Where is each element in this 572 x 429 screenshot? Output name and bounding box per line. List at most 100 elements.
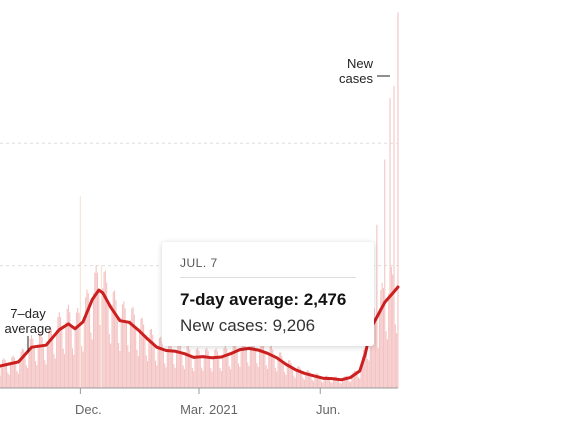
case-bar	[280, 352, 282, 388]
case-bar	[314, 375, 316, 388]
case-bar	[211, 371, 213, 388]
case-bar	[336, 377, 338, 388]
case-bar	[388, 293, 390, 388]
case-bar	[289, 360, 291, 388]
case-bar	[110, 343, 112, 388]
case-bar	[374, 319, 377, 388]
case-bar	[210, 368, 212, 388]
case-bar	[230, 369, 232, 388]
case-bar	[190, 356, 192, 388]
case-bar	[396, 333, 398, 388]
case-bar	[281, 356, 283, 388]
case-bar	[8, 374, 10, 388]
case-bar	[160, 336, 162, 388]
case-bar	[15, 362, 17, 388]
case-bar	[45, 364, 47, 388]
case-bar	[322, 382, 324, 388]
case-bar	[380, 290, 382, 388]
case-bar	[145, 355, 147, 388]
tooltip-divider	[180, 277, 356, 278]
case-bar	[293, 375, 295, 388]
case-bar	[178, 341, 180, 388]
case-bar	[352, 372, 354, 388]
case-bar	[214, 349, 216, 388]
case-bar	[23, 349, 25, 388]
case-bar	[364, 347, 366, 388]
case-bar	[227, 354, 229, 388]
case-bar	[189, 349, 191, 388]
case-bar	[313, 381, 315, 388]
case-bar	[372, 305, 374, 388]
case-bar	[282, 362, 284, 388]
case-bar	[385, 331, 387, 388]
case-bar	[172, 351, 174, 388]
case-bar	[52, 337, 54, 388]
case-bar	[310, 375, 312, 388]
x-tick-label: Mar. 2021	[180, 402, 238, 417]
case-bar	[137, 356, 139, 388]
case-bar	[174, 367, 176, 388]
case-bar	[16, 371, 18, 388]
case-bar	[342, 379, 344, 388]
case-bar	[356, 372, 358, 388]
case-bar	[32, 338, 34, 388]
case-bar	[179, 345, 182, 388]
case-bar	[25, 365, 27, 388]
case-bar	[274, 367, 276, 388]
case-bar	[182, 365, 184, 388]
case-bar	[67, 304, 70, 388]
case-bar	[87, 293, 89, 388]
case-bar	[218, 357, 220, 388]
case-bar	[297, 366, 299, 388]
case-bar	[367, 359, 369, 388]
case-bar	[29, 338, 31, 388]
case-bar	[317, 373, 319, 388]
case-bar	[203, 355, 205, 388]
case-bar	[285, 374, 287, 388]
case-bar	[132, 306, 134, 388]
case-bar	[86, 289, 88, 388]
case-bar	[58, 312, 60, 388]
case-bar	[332, 378, 334, 388]
case-bar	[36, 365, 38, 388]
case-bar	[94, 272, 96, 388]
tooltip-average: 7-day average: 2,476	[180, 290, 347, 309]
case-bar	[124, 308, 126, 388]
tooltip-new-cases: New cases: 9,206	[180, 316, 316, 335]
case-bar	[129, 320, 131, 388]
case-bar	[115, 300, 117, 388]
case-bar	[206, 347, 208, 388]
case-bar	[252, 337, 254, 388]
case-bar	[311, 379, 313, 388]
case-bar	[98, 290, 100, 388]
case-bar	[65, 322, 67, 388]
case-bar	[90, 332, 92, 388]
case-bar	[381, 282, 383, 388]
average-label-line1: 7–day	[10, 306, 46, 321]
case-bar	[41, 337, 43, 388]
case-bar	[256, 363, 258, 388]
case-bar	[264, 352, 266, 388]
case-bar	[187, 345, 189, 388]
case-bar	[33, 346, 35, 388]
case-bar	[237, 363, 240, 388]
case-bar	[85, 297, 87, 388]
case-bar	[44, 360, 46, 388]
case-bar	[27, 367, 29, 388]
case-bar	[83, 315, 85, 388]
case-bar	[28, 348, 30, 388]
case-bar	[164, 363, 166, 388]
case-bar	[60, 317, 62, 388]
case-bar	[231, 351, 233, 388]
case-bar	[324, 375, 327, 388]
case-bar	[120, 317, 122, 388]
case-bar	[158, 338, 160, 388]
case-bar	[305, 372, 307, 388]
case-bar	[204, 349, 207, 388]
case-bar	[62, 348, 64, 388]
case-bar	[193, 371, 195, 388]
case-bar	[247, 362, 249, 388]
case-bar	[170, 343, 172, 388]
case-bar	[239, 366, 241, 388]
